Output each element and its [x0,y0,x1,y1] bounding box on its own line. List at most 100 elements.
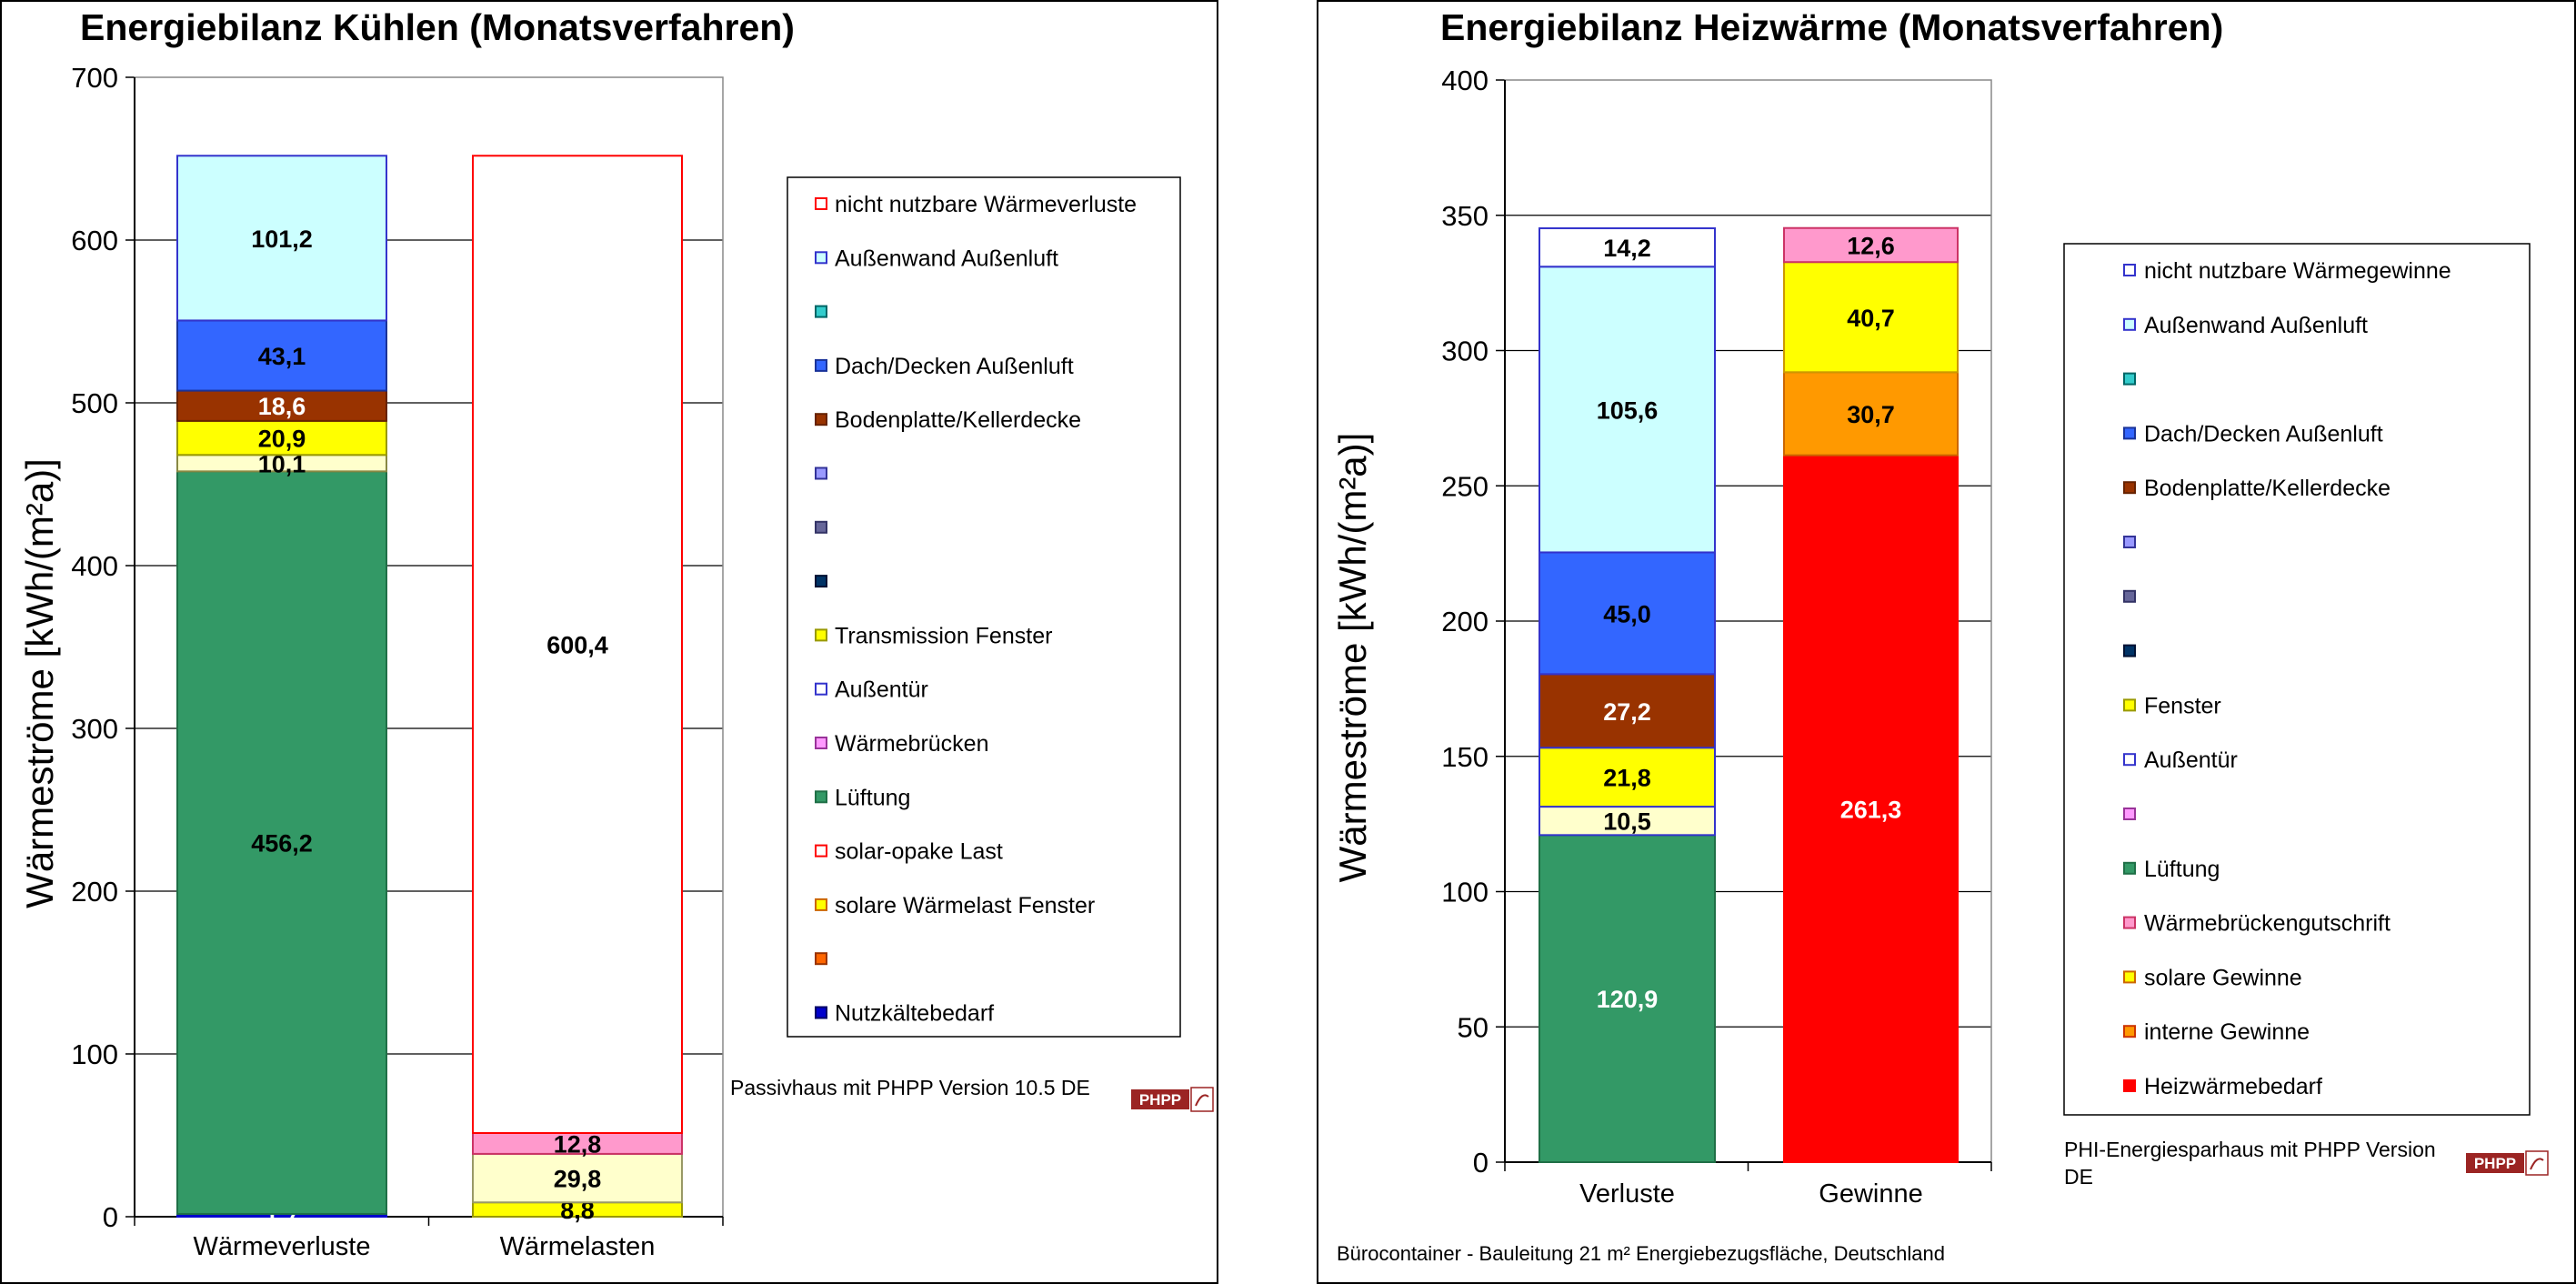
logo-badge [1131,1089,1189,1109]
legend-marker [815,413,827,426]
y-tick-label: 200 [71,876,118,908]
bar-data-label: 105,6 [1597,396,1659,424]
y-axis-label: Wärmeströme [kWh/(m²a)] [1331,433,1374,883]
legend-entry: Lüftung [835,785,910,810]
bar-data-label: 45,0 [1603,600,1651,627]
legend-marker [815,682,827,696]
legend-marker [815,1006,827,1019]
legend-marker [2123,808,2136,820]
x-category-label: Verluste [1579,1179,1675,1209]
bar-data-label: 12,8 [554,1130,602,1158]
bar-segment [1783,226,1959,264]
bar-segment [1539,266,1716,554]
legend-marker [2123,589,2136,603]
x-category-label: Gewinne [1819,1179,1922,1209]
y-tick-label: 500 [71,387,118,419]
legend-box [2063,243,2531,1116]
legend-entry: Außentür [2144,747,2238,773]
legend-marker [2123,916,2136,929]
bar-segment [176,470,387,1215]
bar-segment [472,1152,683,1204]
legend-entry: Wärmebrückengutschrift [2144,911,2391,937]
legend-marker [2123,861,2136,875]
legend-entry: Transmission Fenster [835,623,1052,648]
chart-heating: Energiebilanz Heizwärme (Monatsverfahren… [1317,0,2576,1284]
legend-marker [2123,1025,2136,1038]
logo-text: PHPP [2474,1155,2516,1172]
y-tick-label: 100 [1441,877,1488,908]
legend-entry: solare Gewinne [2144,965,2302,990]
legend-marker [815,520,827,534]
legend-entry: Fenster [2144,693,2221,718]
y-tick-label: 400 [1441,65,1488,96]
bar-data-label: 10,5 [1603,808,1651,836]
logo-phi-icon [2525,1150,2549,1176]
x-category-label: Wärmelasten [500,1232,656,1261]
y-tick-label: 200 [1441,606,1488,637]
legend-marker [815,737,827,749]
bar-data-label: 29,8 [554,1166,602,1193]
y-axis-label: Wärmeströme [kWh/(m²a)] [18,458,61,908]
legend-entry: nicht nutzbare Wärmegewinne [2144,258,2451,284]
bar-segment [176,419,387,456]
legend-entry: Bodenplatte/Kellerdecke [835,407,1081,433]
legend-entry: interne Gewinne [2144,1019,2310,1045]
bar-segment [1539,227,1716,268]
legend-entry: Lüftung [2144,857,2220,882]
legend-marker [815,305,827,318]
legend-marker [815,197,827,210]
legend-marker [815,575,827,588]
bar-segment [472,155,683,1134]
chart-cooling: Energiebilanz Kühlen (Monatsverfahren) 0 1… [0,0,1218,1284]
phpp-logo: PHPP [2466,1150,2549,1176]
logo-phi-icon [1190,1087,1214,1112]
y-tick-label: 400 [71,550,118,582]
legend-entry: Bodenplatte/Kellerdecke [2144,476,2391,501]
legend-entry: nicht nutzbare Wärmeverluste [835,192,1137,217]
legend-marker [815,466,827,480]
bar-segment [1539,551,1716,676]
legend-entry: Heizwärmebedarf [2144,1074,2322,1099]
y-tick-label: 300 [71,713,118,745]
legend-marker [2123,1079,2136,1092]
legend-marker [2123,644,2136,657]
y-tick-label: 300 [1441,336,1488,367]
bar-segment [1783,261,1959,374]
legend-marker [2123,970,2136,984]
legend-marker [815,251,827,265]
legend-marker [2123,426,2136,440]
bar-data-label: 27,2 [1603,698,1651,726]
y-tick-label: 0 [1473,1147,1488,1179]
logo-phi-stroke [2530,1158,2544,1170]
y-tick-label: 350 [1441,200,1488,232]
logo-badge [2466,1153,2524,1173]
bar-data-label: 21,8 [1603,765,1651,792]
legend-marker [2123,317,2136,331]
bar-data-label: 120,9 [1597,986,1659,1013]
legend-entry: Dach/Decken Außenluft [2144,421,2383,446]
x-category-label: Wärmeverluste [194,1232,371,1261]
bar-data-label: 20,9 [258,426,306,453]
legend-marker [2123,264,2136,276]
legend-marker [2123,536,2136,548]
bar-data-label: 12,6 [1847,232,1895,259]
project-note: Bürocontainer - Bauleitung 21 m² Energie… [1337,1242,1945,1265]
bar-data-label: 18,6 [258,393,306,420]
legend-entry: Dach/Decken Außenluft [835,354,1074,379]
footer-text: PHI-Energiesparhaus mit PHPP Version [2064,1138,2436,1161]
legend-marker [2123,753,2136,767]
y-tick-label: 0 [103,1201,118,1233]
legend-entry: solar-opake Last [835,839,1003,865]
chart-title: Energiebilanz Heizwärme (Monatsverfahren… [1440,6,2223,48]
y-tick-label: 50 [1458,1011,1488,1043]
bar-data-label: 261,3 [1840,796,1902,823]
legend-entry: Wärmebrücken [835,731,989,757]
bar-data-label: 600,4 [546,632,608,659]
legend-marker [2123,698,2136,712]
y-tick-label: 100 [71,1038,118,1070]
phpp-logo: PHPP [1131,1087,1214,1112]
legend-marker [2123,481,2136,495]
bar-data-label: 43,1 [258,343,306,370]
legend-marker [2123,372,2136,386]
